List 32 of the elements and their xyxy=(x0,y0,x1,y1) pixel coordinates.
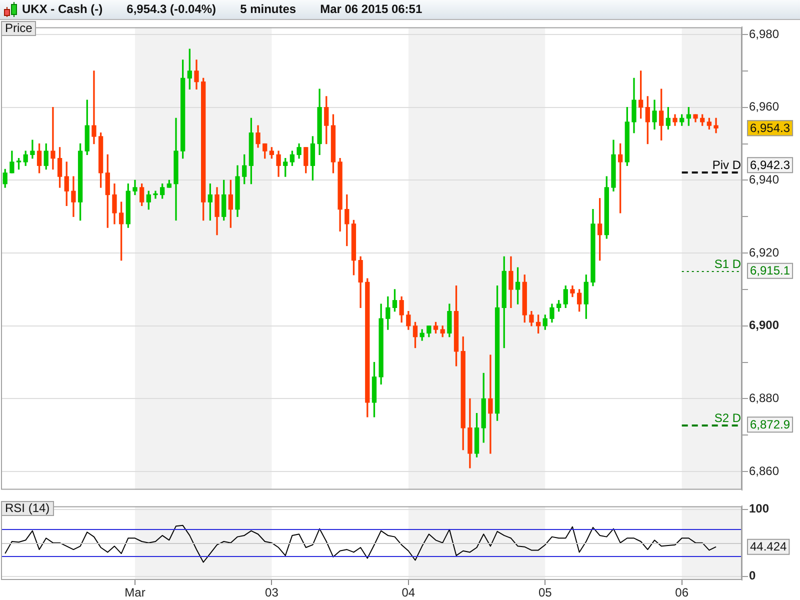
text: 6,954.3 xyxy=(750,120,790,135)
chart-title: UKX - Cash (-) xyxy=(22,1,103,18)
y-tick-label: 6,940 xyxy=(749,172,780,186)
y-tick-label: 6,860 xyxy=(749,464,780,478)
candlestick xyxy=(153,190,158,199)
x-tick-label: 05 xyxy=(538,586,552,600)
y-tick-label: 6,920 xyxy=(749,245,780,260)
ref-line-label: S1 D xyxy=(714,256,742,271)
text: 6,942.3 xyxy=(750,158,790,172)
text: 6,872.9 xyxy=(750,417,790,432)
x-tick-label: 06 xyxy=(675,586,689,600)
candlestick xyxy=(92,70,96,144)
x-tick-label: 04 xyxy=(402,586,416,600)
y-axis-title: Price xyxy=(1,21,36,36)
ref-line-label: S2 D xyxy=(714,410,742,425)
text: 44.424 xyxy=(750,540,788,554)
text: 6,954.3 (-0.04%) 5 minutes Mar 06 2015 06:51 xyxy=(126,2,422,16)
candlestick xyxy=(50,107,56,170)
y-tick-label: 6,880 xyxy=(749,391,780,406)
candlestick xyxy=(30,140,35,159)
ref-line-label: Piv D xyxy=(712,158,742,172)
candlestick xyxy=(714,118,718,134)
text: 6,915.1 xyxy=(750,264,790,278)
y-axis-title: RSI (14) xyxy=(1,501,54,516)
y-tick-label: 6,980 xyxy=(749,26,780,41)
y-tick-label: 6,900 xyxy=(749,318,780,332)
x-tick-label: 03 xyxy=(265,586,279,600)
y-tick-label: 100 xyxy=(749,502,770,516)
y-tick-label: 0 xyxy=(749,568,756,583)
y-tick-label: 6,960 xyxy=(749,100,780,114)
x-tick-label: Mar xyxy=(124,586,146,600)
candlestick xyxy=(488,354,493,454)
